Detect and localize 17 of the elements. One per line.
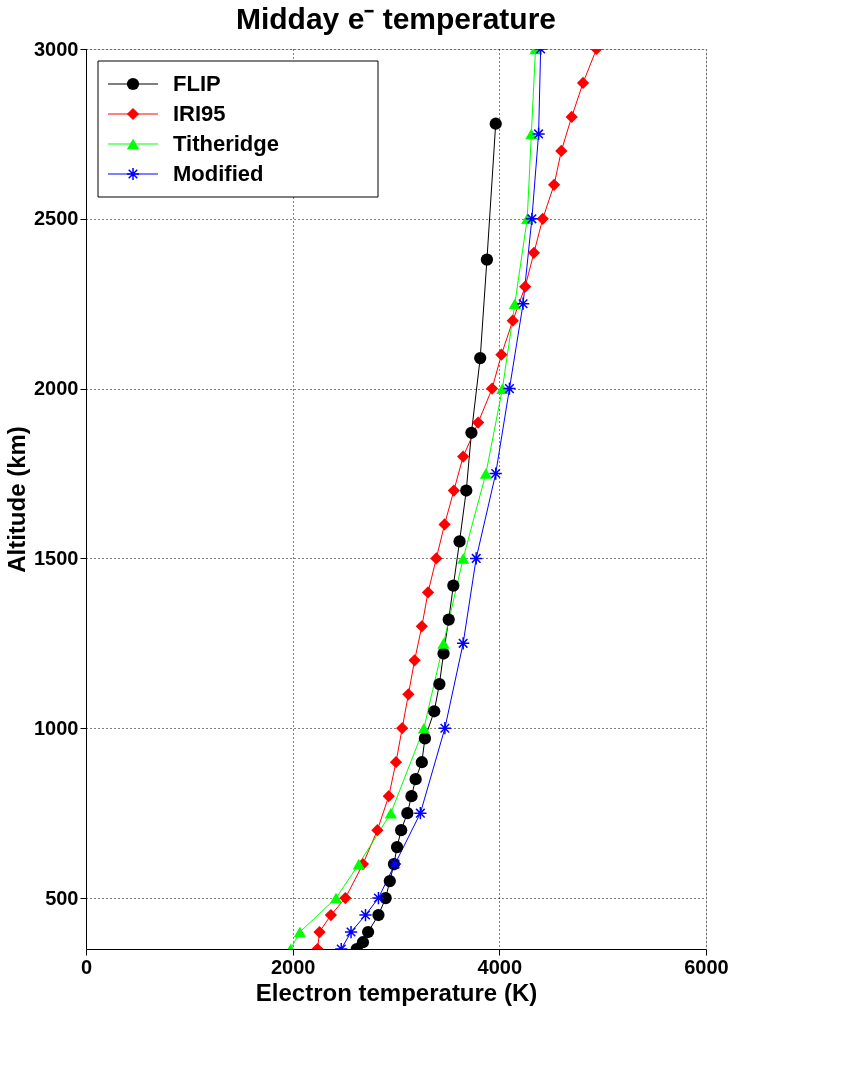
y-tick-label: 1000 [34,716,79,739]
chart-title: Midday e⁻ temperature [235,2,557,35]
x-tick-label: 6000 [684,955,729,978]
y-tick-label: 1500 [34,546,79,569]
legend-label: FLIP [173,71,221,96]
x-axis-title: Electron temperature (K) [255,978,538,1006]
y-tick-label: 2500 [34,207,79,230]
legend-label: Titheridge [173,131,279,156]
y-tick-label: 3000 [34,37,79,60]
x-tick-label: 2000 [270,955,316,978]
x-tick-label: 4000 [477,955,523,978]
y-tick-label: 2000 [34,377,79,400]
x-tick-label: 0 [80,955,93,978]
legend-label: Modified [173,161,264,186]
y-axis-title: Altitude (km) [3,426,31,573]
legend-label: IRI95 [173,101,226,126]
y-tick-label: 500 [45,886,79,909]
